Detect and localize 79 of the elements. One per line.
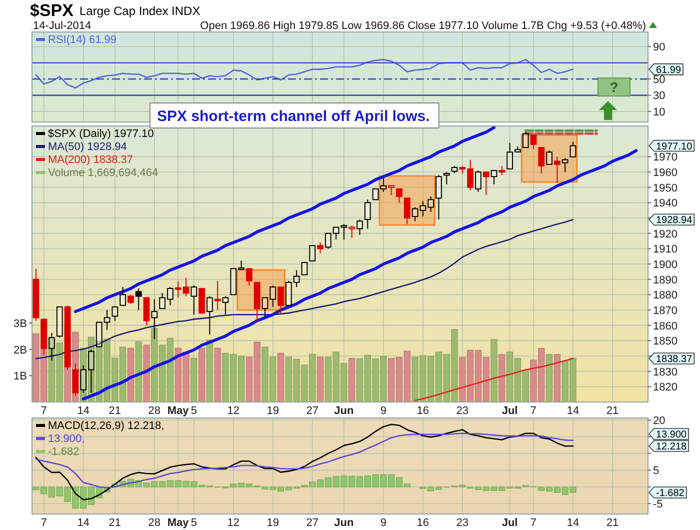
x-tick-label: 27 <box>306 405 318 417</box>
y-tick-label: 1860 <box>653 320 678 332</box>
x-tick-label: 23 <box>456 517 469 529</box>
text: Volume 1,669,694,464 <box>48 167 158 179</box>
y-tick-label: 1920 <box>653 228 678 240</box>
text: 1838.37 <box>656 354 693 365</box>
x-tick-label: 14 <box>77 405 90 417</box>
x-tick-label: 21 <box>606 405 619 417</box>
legend-label: 13.900, <box>48 433 85 445</box>
y3-tick-label: 3B <box>14 318 27 330</box>
legend-label: $SPX (Daily) 1977.10 <box>48 128 154 140</box>
y-tick-label: 50 <box>653 74 666 86</box>
x-tick-label: 21 <box>108 517 122 529</box>
y-tick-label: 1830 <box>653 366 678 378</box>
x-tick-label: 12 <box>227 517 240 529</box>
x-tick-label: 7 <box>530 517 537 529</box>
x-tick-label: 14 <box>566 517 580 529</box>
annotation: ? <box>610 79 618 95</box>
x-tick-label: 19 <box>266 405 279 417</box>
legend-label: MA(50) 1928.94 <box>48 141 127 153</box>
x-tick-label: Jul <box>502 405 518 417</box>
legend-label: MACD(12,26,9) 12.218, <box>48 420 164 432</box>
annotation: SPX short-term channel off April lows. <box>157 108 430 125</box>
text: -1.682 <box>656 488 685 500</box>
text: 13.900 <box>656 430 688 441</box>
chart-subtitle: Large Cap Index INDX <box>79 4 200 18</box>
y-tick-label: 5 <box>653 465 660 478</box>
annotation: Open 1969.86 High 1979.85 Low 1969.86 Close 1977.10 Volume 1.7B Chg +9.53 (+0.48%) <box>200 20 646 32</box>
x-tick-label: May <box>167 405 190 417</box>
text: 1928.94 <box>656 215 693 226</box>
y-tick-label: 90 <box>653 42 666 54</box>
x-tick-label: Jun <box>334 405 354 417</box>
y-tick-label: 1820 <box>653 382 678 394</box>
y-tick-label: 1850 <box>653 336 678 348</box>
x-tick-label: 7 <box>40 405 47 417</box>
y-tick-label: 1900 <box>653 259 678 271</box>
y-tick-label: 1940 <box>653 198 678 210</box>
y-tick-label: 10 <box>653 106 666 118</box>
x-tick-label: Jun <box>334 517 354 529</box>
text: 61.99 <box>656 64 682 76</box>
x-tick-label: 7 <box>40 517 47 529</box>
x-tick-label: 27 <box>306 517 318 529</box>
x-tick-label: 16 <box>416 517 430 529</box>
x-tick-label: 28 <box>148 405 161 417</box>
x-tick-label: 9 <box>380 405 386 417</box>
y-tick-label: 1880 <box>653 290 678 302</box>
x-tick-label: 14 <box>566 405 580 417</box>
x-tick-label: 21 <box>108 405 122 417</box>
legend-label: -1.682 <box>48 446 80 458</box>
y3-tick-label: 1B <box>14 370 27 383</box>
y-tick-label: 1890 <box>653 274 678 286</box>
x-tick-label: 14 <box>77 517 90 529</box>
y-tick-label: 30 <box>653 90 666 102</box>
x-tick-label: 16 <box>416 405 430 417</box>
y-tick-label: 1960 <box>653 167 678 179</box>
x-tick-label: 5 <box>190 517 197 529</box>
y-tick-label: 1910 <box>653 244 678 256</box>
chart-title: $SPX <box>30 1 74 20</box>
y-tick-label: 1970 <box>653 152 678 164</box>
x-tick-label: 5 <box>190 405 197 417</box>
y-tick-label: 1950 <box>653 182 678 194</box>
legend-label: RSI(14) 61.99 <box>48 34 116 46</box>
x-tick-label: Jul <box>502 517 518 529</box>
annotation: 14-Jul-2014 <box>33 20 92 32</box>
y-tick-label: -5 <box>653 498 663 511</box>
x-tick-label: 28 <box>148 517 161 529</box>
x-tick-label: 23 <box>456 405 469 417</box>
text: 12.218 <box>656 442 688 453</box>
x-tick-label: 12 <box>227 405 240 417</box>
x-tick-label: 19 <box>266 517 279 529</box>
x-tick-label: 21 <box>606 517 619 529</box>
legend-label: MA(200) 1838.37 <box>48 154 133 166</box>
y-tick-label: 1870 <box>653 305 678 317</box>
text: 1977.10 <box>656 141 693 152</box>
y3-tick-label: 2B <box>14 344 27 356</box>
x-tick-label: 7 <box>530 405 537 417</box>
y-tick-label: 20 <box>653 415 666 428</box>
x-tick-label: May <box>167 517 190 529</box>
x-tick-label: 9 <box>380 517 386 529</box>
